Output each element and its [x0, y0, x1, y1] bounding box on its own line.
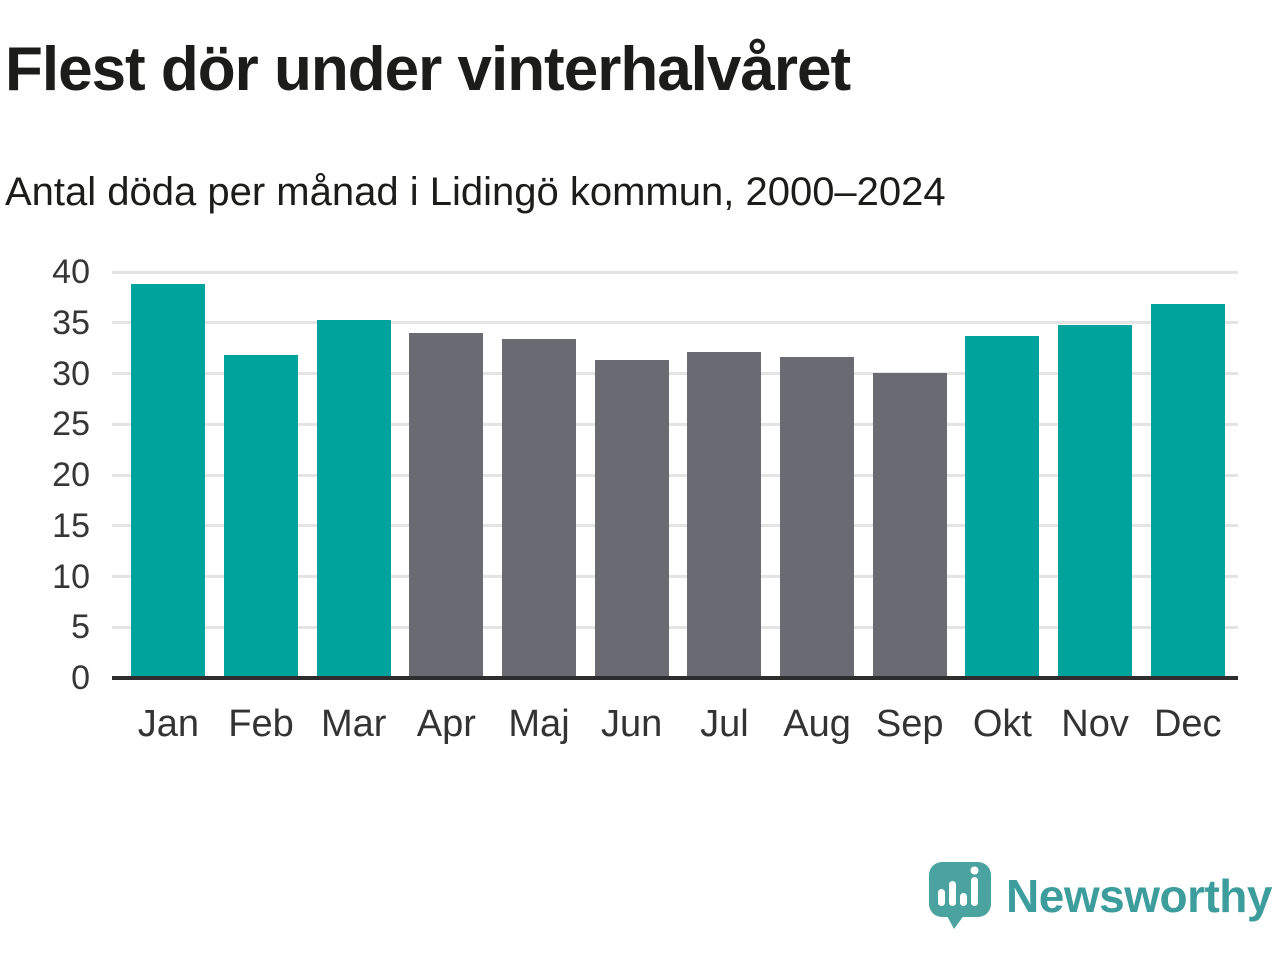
- gridline-15: [112, 524, 1238, 528]
- bar-mar: [316, 319, 391, 678]
- x-tick-jan: Jan: [137, 703, 199, 745]
- brand-footer: Newsworthy: [929, 862, 1272, 930]
- bar-column-apr: [400, 272, 493, 678]
- bar-column-maj: [493, 272, 586, 678]
- bar-column-okt: [956, 272, 1049, 678]
- brand-name: Newsworthy: [1006, 870, 1272, 922]
- y-tick-40: 40: [52, 253, 90, 291]
- y-tick-5: 5: [71, 608, 90, 647]
- x-tick-mar: Mar: [320, 703, 387, 745]
- bar-jan: [131, 284, 206, 678]
- x-tick-aug: Aug: [783, 703, 851, 745]
- bar-column-sep: [863, 272, 956, 678]
- bar-sep: [872, 372, 947, 678]
- gridline-30: [112, 372, 1238, 375]
- bar-jun: [594, 360, 669, 678]
- y-tick-20: 20: [52, 456, 90, 494]
- x-tick-nov: Nov: [1061, 703, 1129, 745]
- x-tick-jul: Jul: [700, 703, 749, 745]
- x-tick-apr: Apr: [416, 703, 476, 745]
- gridline-10: [112, 575, 1238, 578]
- x-tick-feb: Feb: [228, 703, 294, 745]
- gridline-5: [112, 625, 1238, 629]
- x-tick-jun: Jun: [601, 703, 663, 745]
- x-tick-dec: Dec: [1153, 703, 1222, 745]
- bar-okt: [965, 335, 1040, 678]
- x-tick-okt: Okt: [972, 703, 1032, 745]
- newsworthy-logo-icon: [929, 862, 992, 929]
- x-tick-maj: Maj: [508, 703, 570, 745]
- bar-apr: [409, 332, 484, 678]
- y-tick-35: 35: [52, 303, 90, 342]
- x-axis-line: [112, 676, 1238, 680]
- bar-jul: [687, 352, 762, 678]
- gridline-25: [112, 422, 1238, 426]
- x-tick-sep: Sep: [875, 703, 944, 745]
- chart-subtitle: Antal döda per månad i Lidingö kommun, 2…: [5, 170, 946, 214]
- gridline-35: [112, 321, 1238, 325]
- bar-maj: [502, 339, 577, 678]
- bar-column-nov: [1049, 272, 1142, 678]
- bar-dec: [1150, 304, 1225, 678]
- bar-column-jan: [122, 272, 215, 678]
- grid-layer: [112, 270, 1238, 678]
- gridline-40: [112, 270, 1238, 274]
- plot-area: [112, 270, 1238, 680]
- y-tick-0: 0: [71, 659, 90, 697]
- bar-nov: [1058, 324, 1133, 678]
- bar-column-feb: [215, 272, 308, 678]
- x-axis-labels: Jan Feb Mar Apr Maj Jun Jul Aug Sep Okt Nov Dec: [112, 702, 1238, 746]
- bars-row: [112, 272, 1238, 678]
- bar-column-jun: [585, 272, 678, 678]
- bar-column-dec: [1141, 272, 1234, 678]
- y-tick-15: 15: [52, 506, 90, 545]
- bar-column-jul: [678, 272, 771, 678]
- bar-column-mar: [307, 272, 400, 678]
- y-tick-10: 10: [52, 557, 90, 596]
- chart-title: Flest dör under vinterhalvåret: [5, 35, 851, 104]
- y-tick-25: 25: [52, 405, 90, 444]
- y-tick-30: 30: [52, 354, 90, 393]
- gridline-20: [112, 473, 1238, 477]
- bar-feb: [224, 355, 298, 678]
- bar-column-aug: [771, 272, 864, 678]
- y-axis-labels: 0 5 10 15 20 25 30 35 40: [0, 253, 90, 697]
- bar-aug: [780, 357, 855, 678]
